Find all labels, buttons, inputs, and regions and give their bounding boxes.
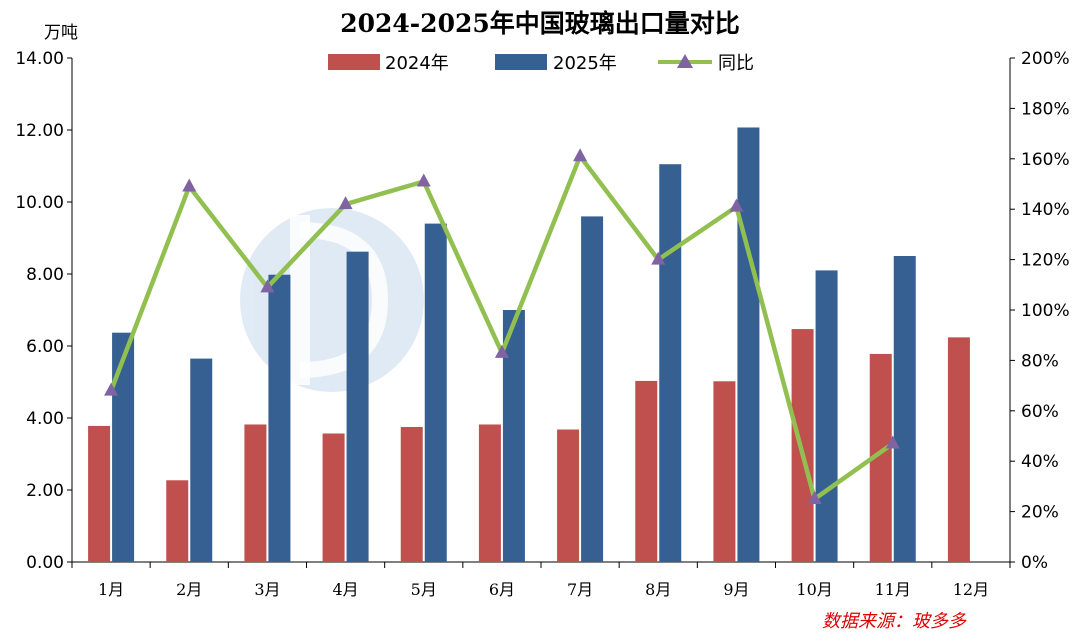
bar-2024 <box>166 480 189 562</box>
bars <box>88 127 970 562</box>
y-tick-label: 0.00 <box>26 553 64 573</box>
bar-2024 <box>869 353 892 562</box>
x-tick-label: 7月 <box>567 580 593 599</box>
y2-tick-label: 20% <box>1021 503 1059 523</box>
y-tick-label: 6.00 <box>26 337 64 357</box>
yoy-marker <box>807 491 822 504</box>
x-tick-label: 6月 <box>489 580 515 599</box>
bar-2024 <box>635 380 658 562</box>
bar-2025 <box>424 223 447 562</box>
yoy-marker <box>416 173 431 187</box>
bar-2024 <box>557 429 580 562</box>
bar-2025 <box>502 310 525 562</box>
y2-tick-label: 0% <box>1021 553 1048 573</box>
y2-tick-label: 180% <box>1021 99 1070 119</box>
axes: 0.00 2.00 4.00 6.00 8.00 10.00 12.00 14.00 0% 20%… <box>15 49 1069 599</box>
yoy-marker <box>885 435 900 449</box>
y2-tick-label: 140% <box>1021 200 1070 220</box>
bar-2025 <box>893 256 916 562</box>
bar-2025 <box>190 358 213 562</box>
x-tick-label: 3月 <box>254 580 280 599</box>
legend-yoy-marker <box>677 54 693 68</box>
source-note: 数据来源：玻多多 <box>822 611 967 632</box>
x-tick-label: 2月 <box>176 580 202 599</box>
yoy-marker <box>338 196 353 210</box>
yoy-marker <box>104 382 119 396</box>
chart-title: 2024-2025年中国玻璃出口量对比 <box>340 9 740 38</box>
bar-2025 <box>346 251 369 562</box>
bar-2025 <box>268 274 291 562</box>
x-tick-label: 12月 <box>953 580 989 599</box>
y-tick-label: 12.00 <box>15 121 64 141</box>
yoy-marker <box>260 279 275 293</box>
y-axis-unit: 万吨 <box>44 23 78 43</box>
x-tick-label: 1月 <box>98 580 124 599</box>
watermark-logo-arc <box>299 222 389 378</box>
watermark <box>240 208 424 392</box>
y2-tick-label: 60% <box>1021 402 1059 422</box>
x-tick-label: 11月 <box>875 580 911 599</box>
x-tick-label: 10月 <box>796 580 832 599</box>
y2-tick-label: 80% <box>1021 351 1059 371</box>
bar-2024 <box>947 337 970 562</box>
y-tick-label: 8.00 <box>26 265 64 285</box>
legend-2025-swatch <box>495 54 547 70</box>
bar-2024 <box>322 433 345 562</box>
y2-tick-label: 200% <box>1021 49 1070 69</box>
x-tick-label: 4月 <box>332 580 358 599</box>
bar-2024 <box>244 424 267 562</box>
y-tick-label: 14.00 <box>15 49 64 69</box>
legend-2025-label: 2025年 <box>553 53 617 74</box>
y-tick-label: 4.00 <box>26 409 64 429</box>
y-tick-label: 10.00 <box>15 193 64 213</box>
legend-yoy-label: 同比 <box>718 53 754 74</box>
legend: 2024年 2025年 同比 <box>328 53 754 74</box>
x-tick-label: 5月 <box>411 580 437 599</box>
y2-tick-label: 120% <box>1021 251 1070 271</box>
bar-2025 <box>659 164 682 562</box>
watermark-logo-stroke <box>290 215 310 385</box>
legend-2024-swatch <box>328 54 380 70</box>
bar-2025 <box>581 216 604 562</box>
yoy-marker <box>651 251 666 265</box>
legend-2024-label: 2024年 <box>385 53 449 74</box>
y2-tick-label: 100% <box>1021 301 1070 321</box>
bar-2024 <box>400 427 423 562</box>
yoy-markers <box>104 148 900 504</box>
yoy-marker <box>494 344 509 358</box>
bar-2024 <box>478 424 501 562</box>
y2-tick-label: 40% <box>1021 452 1059 472</box>
yoy-series-line <box>108 154 895 502</box>
bar-2025 <box>737 127 760 562</box>
x-tick-label: 9月 <box>723 580 749 599</box>
bar-2025 <box>112 332 135 562</box>
y-tick-label: 2.00 <box>26 481 64 501</box>
bar-2024 <box>88 425 111 562</box>
x-tick-label: 8月 <box>645 580 671 599</box>
yoy-line <box>108 154 895 502</box>
yoy-marker <box>729 198 744 212</box>
bar-2025 <box>815 270 838 562</box>
yoy-marker <box>573 148 588 162</box>
bar-2024 <box>713 381 736 562</box>
yoy-marker <box>182 178 197 192</box>
y2-tick-label: 160% <box>1021 150 1070 170</box>
